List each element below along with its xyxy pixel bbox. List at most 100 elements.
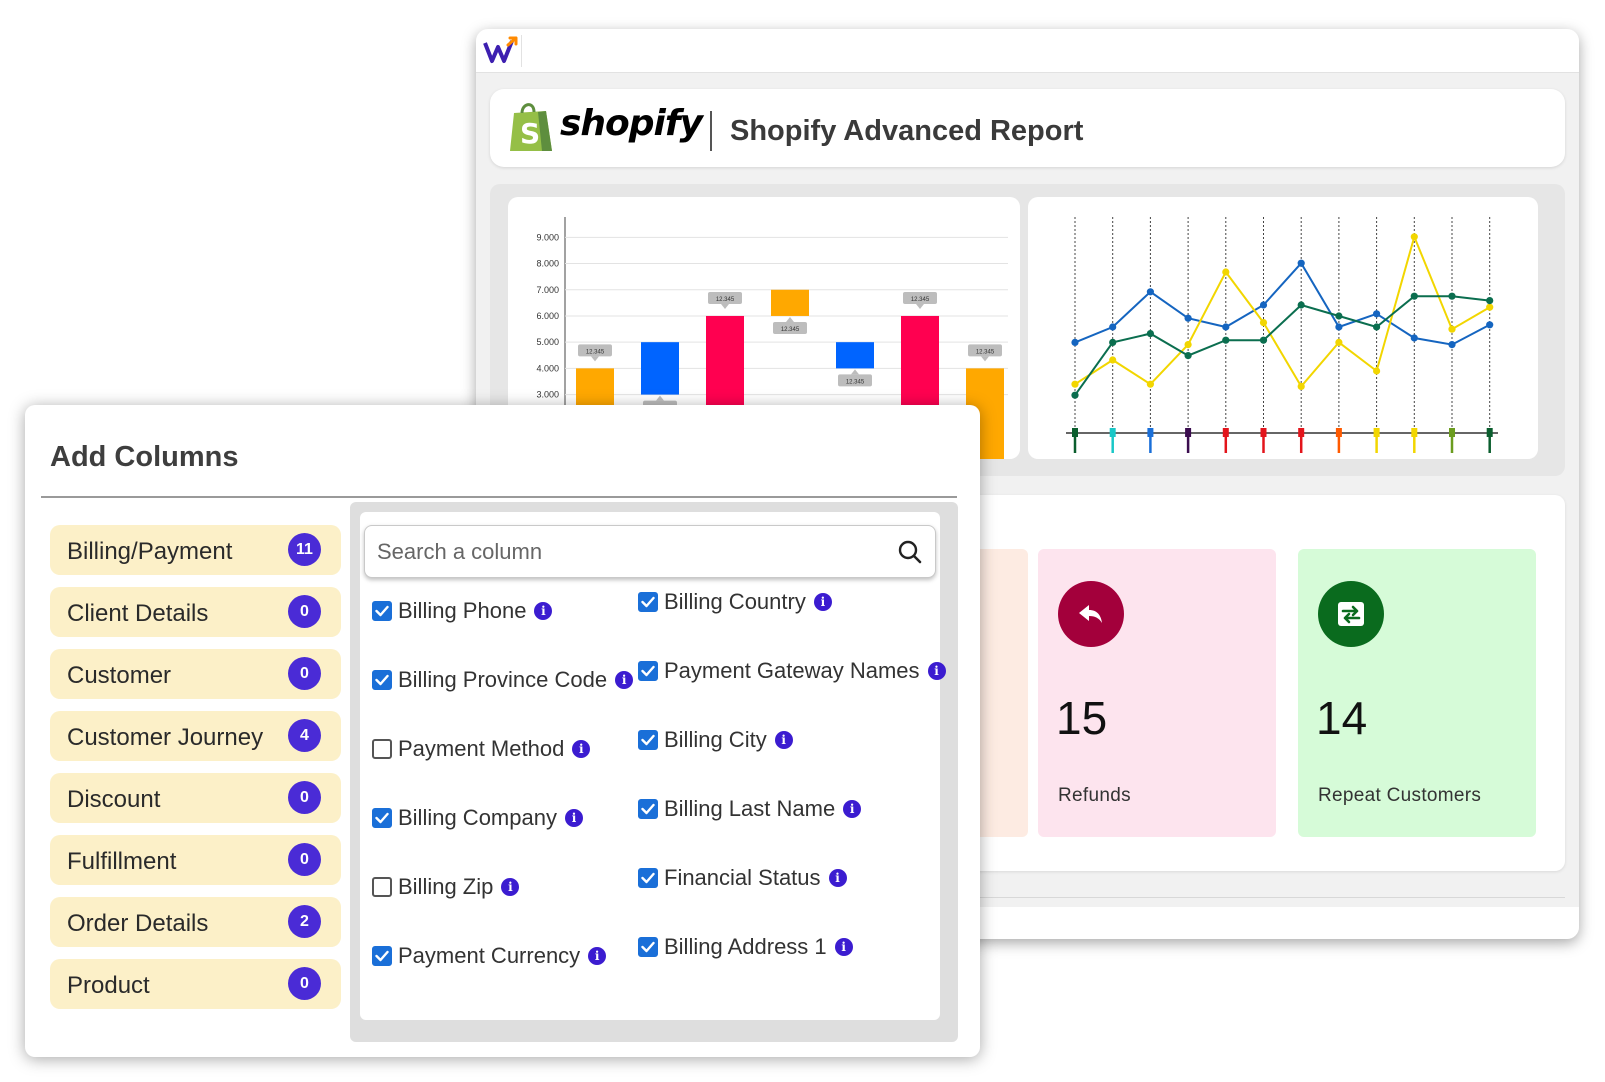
series-point <box>1109 338 1117 346</box>
series-point <box>1297 301 1305 309</box>
checkbox-checked[interactable] <box>372 670 392 690</box>
bar-data-label: 12.345 <box>716 297 735 303</box>
series-line <box>1074 261 1491 346</box>
x-tick-marker <box>1373 428 1380 437</box>
add-columns-modal: Add Columns Billing/Payment 11 Client De… <box>25 405 980 1057</box>
info-icon[interactable]: i <box>572 740 591 758</box>
column-option[interactable]: Financial Status i <box>638 863 847 893</box>
checkbox-checked[interactable] <box>638 868 658 888</box>
series-point <box>1448 325 1456 333</box>
category-client-details[interactable]: Client Details 0 <box>50 587 341 637</box>
column-option[interactable]: Billing Phone i <box>372 596 553 626</box>
y-tick-label: 6.000 <box>536 311 559 321</box>
y-tick-label: 4.000 <box>536 363 559 373</box>
info-icon[interactable]: i <box>501 878 520 896</box>
category-billing-payment[interactable]: Billing/Payment 11 <box>50 525 341 575</box>
bar-data-label: 12.345 <box>846 379 865 385</box>
svg-text:S: S <box>520 117 540 150</box>
column-option[interactable]: Billing City i <box>638 725 793 755</box>
column-option[interactable]: Billing Province Code i <box>372 665 634 695</box>
series-point <box>1071 391 1079 399</box>
column-option-label: Billing Phone <box>398 598 527 623</box>
line-chart <box>1066 217 1498 453</box>
info-icon[interactable]: i <box>834 938 853 956</box>
category-count-badge: 4 <box>288 719 321 752</box>
checkbox-checked[interactable] <box>372 808 392 828</box>
category-label: Customer <box>67 662 172 689</box>
x-tick-marker <box>1185 428 1192 437</box>
category-count-badge: 0 <box>288 657 321 690</box>
series-point <box>1373 310 1381 318</box>
category-fulfillment[interactable]: Fulfillment 0 <box>50 835 341 885</box>
search-icon[interactable] <box>897 539 923 565</box>
category-order-details[interactable]: Order Details 2 <box>50 897 341 947</box>
series-point <box>1486 297 1494 305</box>
checkbox-checked[interactable] <box>638 592 658 612</box>
y-tick-label: 7.000 <box>536 285 559 295</box>
series-point <box>1297 259 1305 267</box>
category-customer[interactable]: Customer 0 <box>50 649 341 699</box>
bar-label-pointer <box>656 395 664 401</box>
metric-card-repeat-customers[interactable]: 14 Repeat Customers <box>1298 549 1536 837</box>
info-icon[interactable]: i <box>828 869 847 887</box>
y-tick-label: 5.000 <box>536 337 559 347</box>
category-count-badge: 0 <box>288 843 321 876</box>
category-label: Billing/Payment <box>67 538 233 565</box>
category-customer-journey[interactable]: Customer Journey 4 <box>50 711 341 761</box>
info-icon[interactable]: i <box>588 947 607 965</box>
bar-label-pointer <box>916 303 924 309</box>
info-icon[interactable]: i <box>774 731 793 749</box>
info-icon[interactable]: i <box>813 593 832 611</box>
category-count-badge: 0 <box>288 595 321 628</box>
refunds-label: Refunds <box>1058 785 1131 806</box>
x-tick-marker <box>1411 428 1418 437</box>
column-option[interactable]: Billing Address 1 i <box>638 932 853 962</box>
category-discount[interactable]: Discount 0 <box>50 773 341 823</box>
reply-arrow-icon <box>1058 581 1124 647</box>
bar-data-label: 12.345 <box>781 327 800 333</box>
info-icon[interactable]: i <box>534 602 553 620</box>
bar-label-bg <box>773 321 807 334</box>
checkbox-unchecked[interactable] <box>372 739 392 759</box>
column-option[interactable]: Billing Last Name i <box>638 794 862 824</box>
search-input[interactable] <box>377 536 877 568</box>
checkbox-checked[interactable] <box>372 601 392 621</box>
column-option[interactable]: Billing Company i <box>372 803 583 833</box>
column-option[interactable]: Payment Currency i <box>372 941 607 971</box>
category-label: Order Details <box>67 910 209 937</box>
info-icon[interactable]: i <box>564 809 583 827</box>
series-line <box>1074 233 1491 389</box>
column-option[interactable]: Payment Gateway Names i <box>638 656 946 686</box>
bar-label-pointer <box>721 303 729 309</box>
info-icon[interactable]: i <box>927 662 946 680</box>
checkbox-unchecked[interactable] <box>372 877 392 897</box>
series-point <box>1486 321 1494 329</box>
line-chart-card <box>1028 197 1538 459</box>
series-point <box>1146 330 1154 338</box>
bar-label-bg <box>838 374 872 387</box>
column-option[interactable]: Billing Country i <box>638 587 832 617</box>
checkbox-checked[interactable] <box>638 661 658 681</box>
series-point <box>1222 323 1230 331</box>
series-point <box>1071 380 1079 388</box>
info-icon[interactable]: i <box>615 671 634 689</box>
checkbox-checked[interactable] <box>372 946 392 966</box>
app-logo[interactable] <box>482 35 522 67</box>
checkbox-checked[interactable] <box>638 937 658 957</box>
column-option-label: Billing Company <box>398 805 557 830</box>
category-count-badge: 0 <box>288 967 321 1000</box>
column-option[interactable]: Payment Method i <box>372 734 591 764</box>
x-tick-marker <box>1109 428 1116 437</box>
x-tick-marker <box>1486 428 1493 437</box>
category-label: Fulfillment <box>67 848 177 875</box>
series-point <box>1184 352 1192 360</box>
checkbox-checked[interactable] <box>638 799 658 819</box>
checkbox-checked[interactable] <box>638 730 658 750</box>
column-option[interactable]: Billing Zip i <box>372 872 520 902</box>
series-point <box>1335 338 1343 346</box>
category-count-badge: 2 <box>288 905 321 938</box>
metric-card-refunds[interactable]: 15 Refunds <box>1038 549 1276 837</box>
info-icon[interactable]: i <box>843 800 862 818</box>
category-product[interactable]: Product 0 <box>50 959 341 1009</box>
